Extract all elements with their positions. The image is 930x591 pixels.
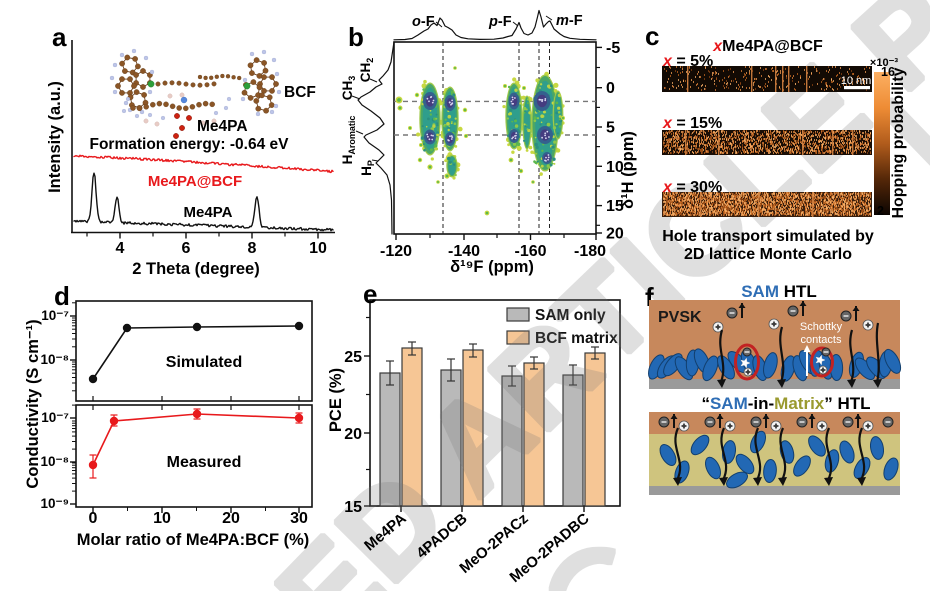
svg-text:20: 20 [222,510,240,527]
svg-text:15: 15 [606,198,624,215]
svg-text:0: 0 [606,80,615,97]
svg-text:15: 15 [344,499,362,516]
svg-text:BCF matrix: BCF matrix [535,330,618,347]
svg-text:6: 6 [182,240,191,257]
svg-text:b: b [348,22,364,52]
svg-text:8: 8 [248,240,257,257]
svg-text:Me4PA: Me4PA [361,510,410,555]
svg-text:x = 15%: x = 15% [662,115,722,132]
svg-text:BCF: BCF [284,84,316,101]
svg-text:PVSK: PVSK [658,309,702,326]
svg-text:contacts: contacts [801,334,842,346]
svg-text:10: 10 [309,240,327,257]
svg-text:Me4PA@BCF: Me4PA@BCF [148,173,242,190]
svg-text:Me4PA: Me4PA [197,118,248,135]
svg-text:10 nm: 10 nm [841,75,872,87]
svg-text:2 Theta (degree): 2 Theta (degree) [132,260,259,278]
svg-text:d: d [54,281,70,311]
svg-text:10: 10 [153,510,171,527]
svg-text:25: 25 [344,349,362,366]
svg-text:10⁻⁷: 10⁻⁷ [41,308,69,323]
svg-text:Simulated: Simulated [166,354,242,371]
svg-text:20: 20 [344,426,362,443]
svg-text:10⁻⁷: 10⁻⁷ [41,410,69,425]
svg-text:2D lattice Monte Carlo: 2D lattice Monte Carlo [684,246,852,263]
svg-text:Hole transport simulated by: Hole transport simulated by [662,228,874,245]
svg-text:xMe4PA@BCF: xMe4PA@BCF [712,38,823,55]
svg-text:-160: -160 [514,243,546,260]
svg-text:p-F: p-F [488,14,512,30]
svg-text:-5: -5 [606,40,620,57]
svg-text:δ¹⁹F (ppm): δ¹⁹F (ppm) [450,258,534,276]
svg-text:0: 0 [89,510,98,527]
svg-text:2: 2 [877,204,884,218]
svg-text:5: 5 [606,120,615,137]
svg-text:10⁻⁸: 10⁻⁸ [40,454,69,469]
svg-text:-140: -140 [448,243,480,260]
svg-text:Hopping probability: Hopping probability [890,67,907,218]
svg-text:Me4PA: Me4PA [184,204,233,221]
svg-text:m-F: m-F [556,13,583,29]
svg-text:CH2: CH2 [358,58,375,83]
svg-text:Intensity (a.u.): Intensity (a.u.) [46,81,64,193]
svg-text:x = 5%: x = 5% [662,53,713,70]
svg-text:PCE (%): PCE (%) [327,368,345,432]
svg-text:Molar ratio of Me4PA:BCF (%): Molar ratio of Me4PA:BCF (%) [77,531,310,549]
svg-text:20: 20 [606,226,624,243]
svg-text:e: e [363,279,377,309]
svg-text:SAM only: SAM only [535,307,606,324]
svg-text:Schottky: Schottky [800,321,843,333]
svg-text:o-F: o-F [412,14,435,30]
svg-text:16: 16 [881,65,895,79]
svg-text:4: 4 [116,240,125,257]
svg-text:-120: -120 [380,243,412,260]
svg-text:4PADCB: 4PADCB [413,510,470,562]
svg-text:×10⁻³: ×10⁻³ [870,57,898,69]
svg-text:-180: -180 [574,243,606,260]
svg-text:CH3: CH3 [340,76,357,101]
svg-text:f: f [645,282,654,312]
svg-text:Conductivity (S cm⁻¹): Conductivity (S cm⁻¹) [24,319,42,488]
svg-text:Measured: Measured [167,454,242,471]
svg-text:a: a [52,22,67,52]
svg-text:Formation energy: -0.64 eV: Formation energy: -0.64 eV [90,136,290,153]
svg-text:c: c [645,21,659,51]
svg-text:δ¹H (ppm): δ¹H (ppm) [619,131,637,209]
svg-text:10⁻⁸: 10⁻⁸ [40,352,69,367]
svg-text:x = 30%: x = 30% [662,179,722,196]
svg-text:10: 10 [606,159,624,176]
svg-text:“SAM-in-Matrix” HTL: “SAM-in-Matrix” HTL [701,394,870,413]
svg-text:10⁻⁹: 10⁻⁹ [40,496,69,511]
svg-text:30: 30 [290,510,308,527]
svg-text:SAM HTL: SAM HTL [741,282,817,301]
